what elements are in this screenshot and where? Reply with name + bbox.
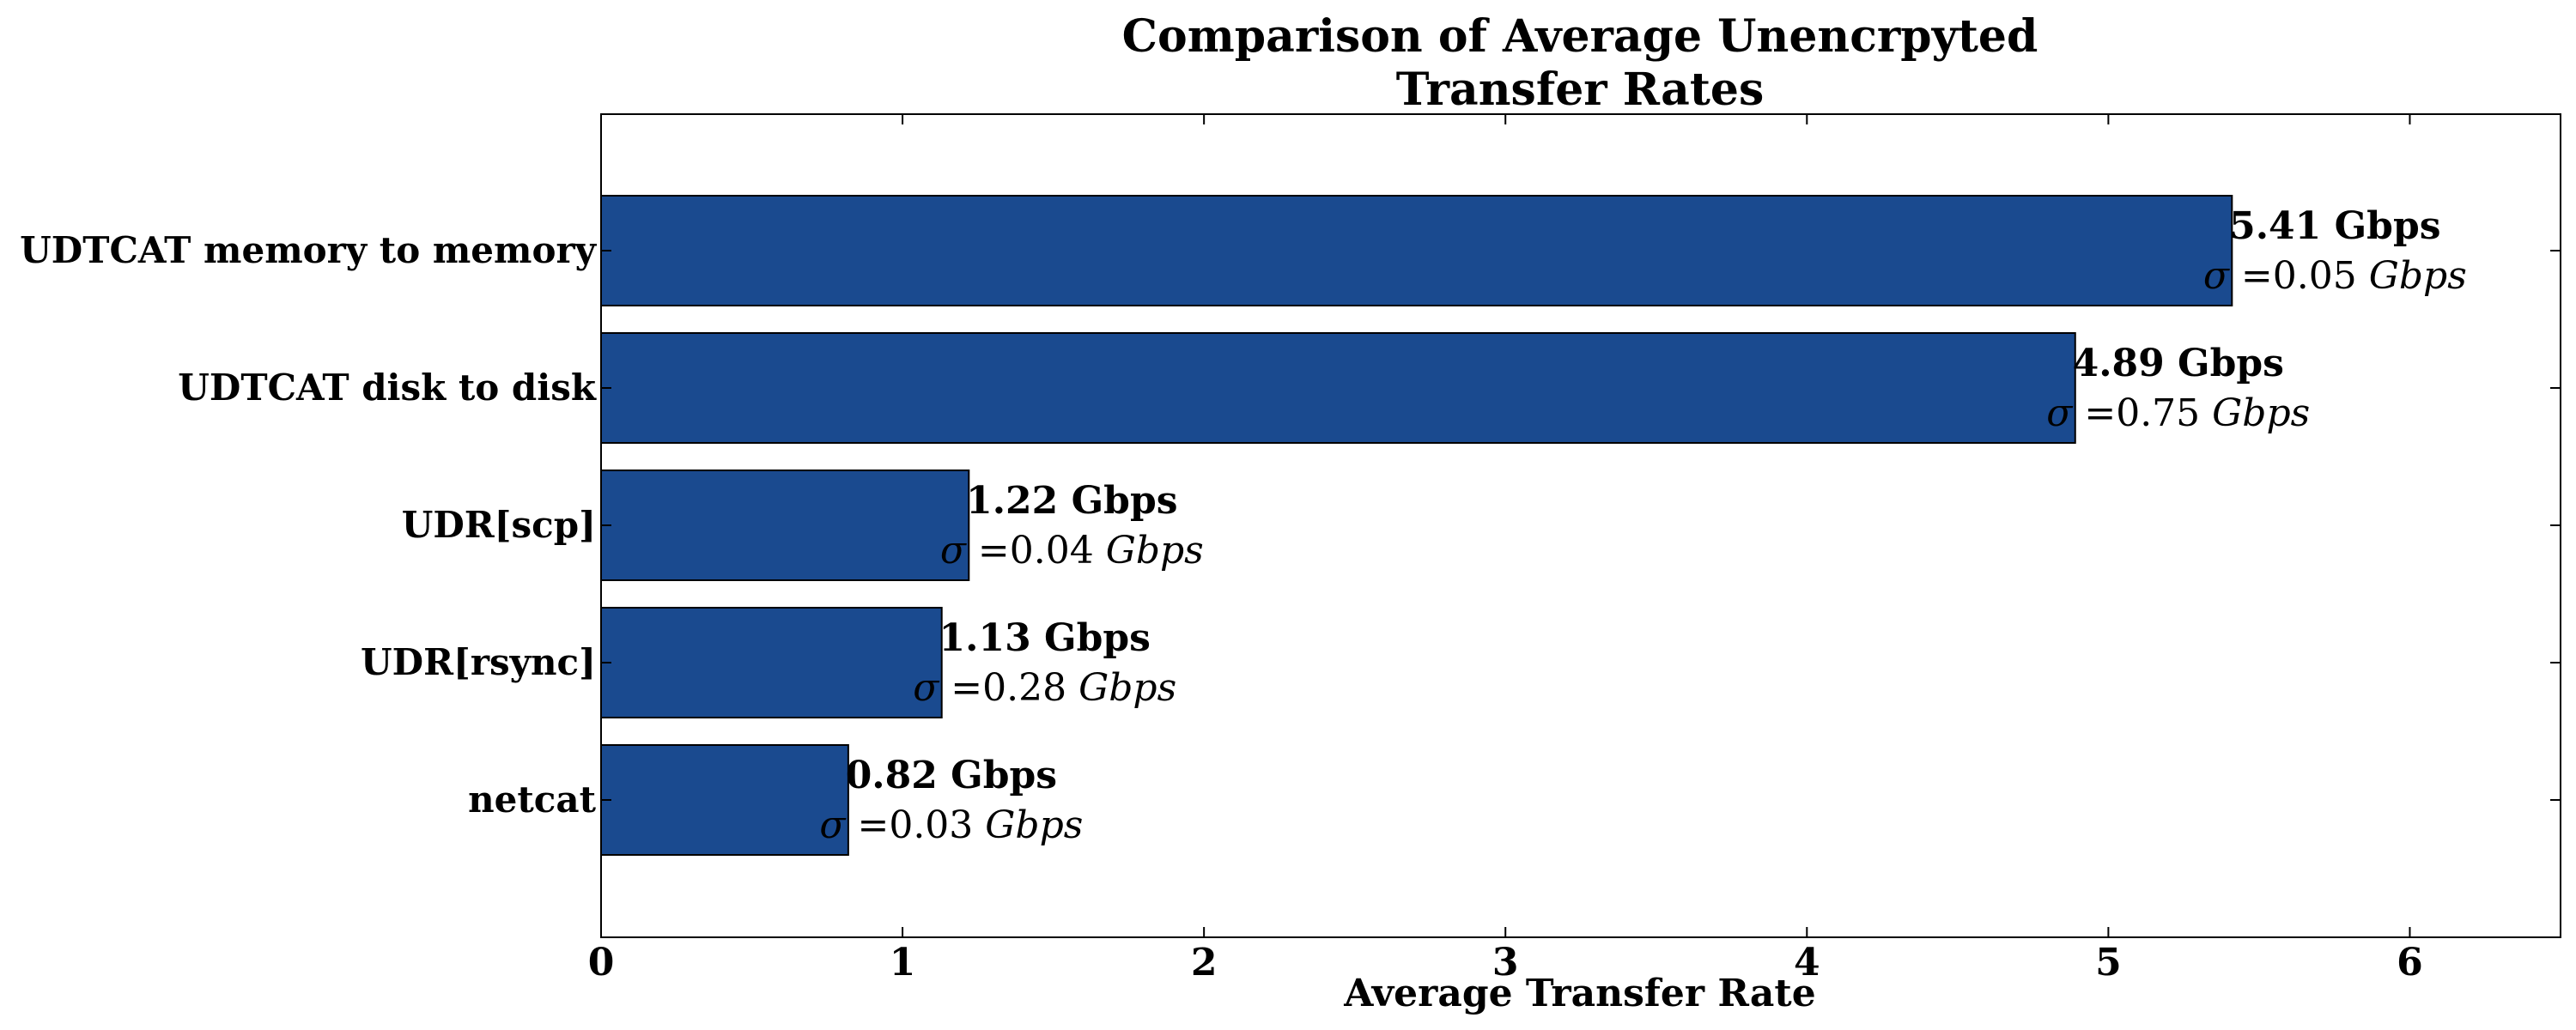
x-axis-label: Average Transfer Rate bbox=[1343, 972, 1816, 1015]
x-tick-label: 0 bbox=[588, 941, 615, 985]
data-label-value: 5.41 Gbps bbox=[2229, 204, 2440, 248]
bar bbox=[600, 744, 849, 856]
chart-title-line: Transfer Rates bbox=[1396, 64, 1765, 116]
data-label-sigma: σ =0.04 Gbps bbox=[940, 529, 1204, 573]
data-label-sigma: σ =0.28 Gbps bbox=[913, 666, 1176, 710]
x-tick-label: 2 bbox=[1191, 941, 1218, 985]
x-tick-label: 5 bbox=[2095, 941, 2122, 985]
plot-frame bbox=[600, 113, 2561, 938]
data-label-sigma: σ =0.05 Gbps bbox=[2203, 254, 2467, 298]
y-tick-label: UDTCAT disk to disk bbox=[178, 367, 597, 409]
data-label-value: 0.82 Gbps bbox=[846, 754, 1057, 797]
chart-title-line: Comparison of Average Unencrpyted bbox=[1122, 10, 2038, 63]
chart-title: Comparison of Average Unencrpyted Transfe… bbox=[1122, 10, 2038, 116]
y-tick-label: netcat bbox=[468, 779, 596, 821]
bars-layer bbox=[600, 195, 2233, 856]
y-tick-label: UDR[scp] bbox=[402, 504, 596, 546]
y-axis-ticks: UDTCAT memory to memory UDTCAT disk to di… bbox=[20, 229, 2561, 821]
data-label-sigma: σ =0.75 Gbps bbox=[2046, 391, 2310, 435]
data-label-sigma: σ =0.03 Gbps bbox=[819, 803, 1083, 847]
x-axis-ticks: 0 1 2 3 4 5 6 bbox=[588, 114, 2423, 985]
x-tick-label: 3 bbox=[1492, 941, 1519, 985]
bar bbox=[600, 332, 2076, 444]
data-label-value: 4.89 Gbps bbox=[2073, 342, 2284, 385]
y-tick-label: UDTCAT memory to memory bbox=[20, 229, 597, 271]
bar bbox=[600, 195, 2233, 306]
y-tick-label: UDR[rsync] bbox=[361, 641, 596, 683]
x-tick-label: 6 bbox=[2397, 941, 2423, 985]
bar bbox=[600, 607, 943, 718]
data-label-value: 1.13 Gbps bbox=[939, 616, 1151, 660]
bar bbox=[600, 470, 970, 581]
x-tick-label: 1 bbox=[890, 941, 916, 985]
value-labels-layer: 5.41 Gbps σ =0.05 Gbps 4.89 Gbps σ =0.75 Gb… bbox=[819, 204, 2466, 847]
data-label-value: 1.22 Gbps bbox=[966, 479, 1177, 523]
x-tick-label: 4 bbox=[1794, 941, 1820, 985]
